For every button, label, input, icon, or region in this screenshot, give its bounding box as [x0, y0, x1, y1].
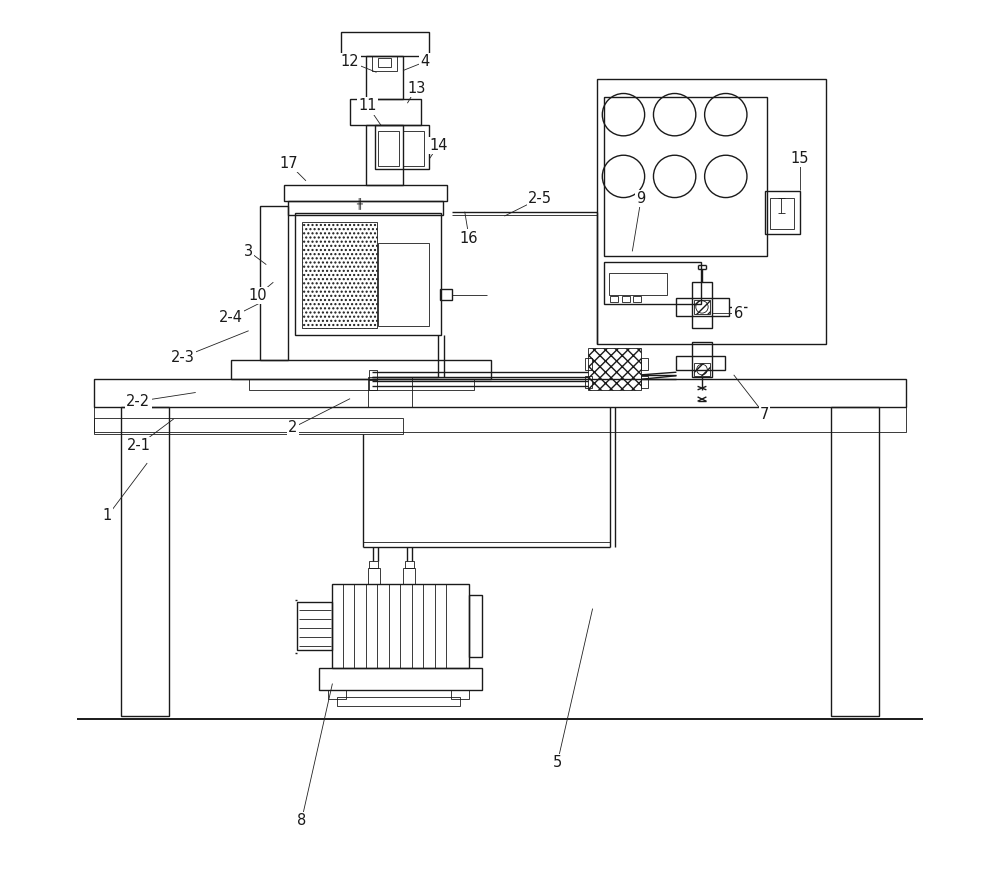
Bar [369, 379, 377, 390]
Text: 2-4: 2-4 [219, 310, 243, 325]
Bar [405, 561, 414, 568]
Bar [440, 289, 452, 300]
Bar [585, 358, 592, 370]
Bar [337, 697, 460, 706]
Text: 3: 3 [244, 243, 253, 259]
Text: 13: 13 [407, 80, 425, 96]
Bar [297, 602, 332, 650]
Text: 2-5: 2-5 [528, 191, 552, 206]
Bar [319, 668, 482, 690]
Bar [368, 377, 412, 407]
Bar [94, 379, 906, 407]
Bar [676, 356, 725, 370]
Bar [588, 348, 641, 390]
Bar [378, 58, 391, 67]
Bar [302, 222, 377, 328]
Bar [366, 56, 403, 99]
Text: 2-1: 2-1 [126, 437, 150, 453]
Text: 12: 12 [341, 54, 359, 70]
Text: 2: 2 [288, 420, 297, 436]
Bar [378, 131, 399, 166]
Text: 16: 16 [460, 230, 478, 246]
Bar [295, 213, 441, 335]
Bar [609, 273, 667, 295]
Bar [350, 99, 421, 125]
Bar [451, 690, 469, 699]
Bar [94, 407, 906, 432]
Bar [121, 407, 169, 716]
Bar [378, 243, 429, 326]
Bar [610, 296, 618, 302]
Bar [676, 298, 729, 316]
Bar [633, 296, 641, 302]
Text: 1: 1 [103, 508, 112, 524]
Bar [369, 370, 377, 380]
Bar [597, 79, 826, 344]
Text: 5: 5 [553, 755, 562, 771]
Bar [403, 568, 415, 584]
Bar [375, 125, 429, 169]
Bar [94, 418, 403, 434]
Text: 10: 10 [248, 288, 267, 303]
Bar [288, 201, 443, 215]
Text: 11: 11 [358, 98, 377, 114]
Text: 14: 14 [429, 138, 448, 153]
Bar [831, 407, 879, 716]
Text: 7: 7 [760, 407, 769, 422]
Bar [403, 131, 424, 166]
Bar [604, 97, 767, 256]
Text: 2-3: 2-3 [171, 349, 194, 365]
Bar [332, 584, 469, 668]
Bar [622, 296, 630, 302]
Bar [328, 690, 346, 699]
Bar [692, 342, 712, 377]
Text: 8: 8 [297, 812, 306, 828]
Bar [284, 185, 447, 201]
Text: 2-2: 2-2 [126, 393, 150, 409]
Bar [694, 300, 710, 314]
Bar [260, 206, 288, 360]
Text: 9: 9 [636, 191, 646, 206]
Bar [369, 561, 378, 568]
Bar [770, 198, 794, 229]
Bar [249, 379, 474, 390]
Text: 15: 15 [791, 151, 809, 167]
Text: 6: 6 [734, 305, 743, 321]
Bar [368, 568, 380, 584]
Bar [366, 125, 403, 185]
Bar [372, 56, 397, 71]
Bar [341, 32, 429, 56]
Bar [694, 363, 710, 376]
Bar [585, 376, 592, 388]
Bar [692, 282, 712, 328]
Bar [604, 262, 701, 304]
Bar [641, 358, 648, 370]
Bar [641, 376, 648, 388]
Text: 17: 17 [279, 155, 298, 171]
Bar [765, 191, 800, 234]
Bar [231, 360, 491, 379]
Text: 4: 4 [420, 54, 430, 70]
Text: ╫: ╫ [356, 197, 362, 209]
Bar [469, 595, 482, 657]
